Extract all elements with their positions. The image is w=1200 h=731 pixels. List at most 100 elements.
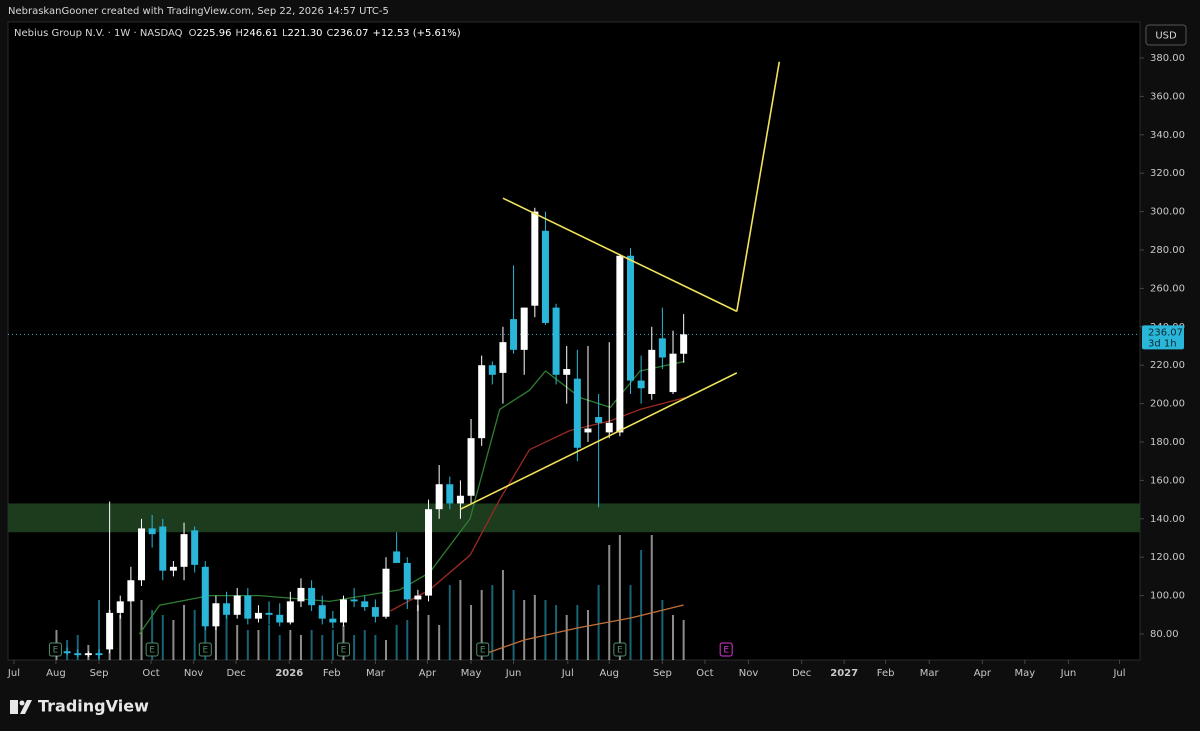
volume-bar — [448, 585, 451, 660]
volume-bar — [640, 550, 643, 660]
candle-body — [244, 595, 252, 619]
earnings-marker — [719, 642, 733, 657]
candle-body — [371, 607, 379, 617]
volume-bar — [151, 610, 154, 660]
candle-body — [297, 587, 305, 602]
earnings-label: E — [480, 646, 486, 656]
candle-body — [382, 568, 390, 617]
candle-body — [552, 307, 560, 375]
legend-key: C — [327, 28, 334, 39]
candle-body — [286, 601, 294, 623]
candle-body — [488, 365, 496, 375]
y-tick-label: 300.00 — [1150, 207, 1185, 218]
trendline — [502, 197, 738, 313]
volume-bar — [565, 615, 568, 660]
x-tick-label: Mar — [366, 668, 386, 679]
legend-value: 221.30 — [288, 28, 323, 39]
candle-body — [138, 528, 146, 581]
candle-body — [350, 599, 358, 602]
x-tick-label: Jul — [7, 668, 20, 679]
x-tick-label: Oct — [696, 668, 713, 679]
volume-bar — [299, 635, 302, 660]
volume-bar — [672, 615, 675, 660]
y-tick-label: 180.00 — [1150, 437, 1185, 448]
volume-bar — [119, 615, 122, 660]
volume-bar — [491, 585, 494, 660]
volume-bar — [629, 585, 632, 660]
earnings-marker — [48, 642, 62, 657]
countdown-label: 3d 1h — [1148, 338, 1177, 349]
earnings-label: E — [53, 646, 59, 656]
candle-body — [148, 528, 156, 535]
volume-bar — [172, 620, 175, 660]
credit: NebraskanGooner created with TradingView… — [8, 6, 389, 17]
volume-ma — [481, 604, 684, 656]
y-tick-label: 220.00 — [1150, 360, 1185, 371]
volume-bar — [501, 570, 504, 660]
x-tick-label: 2026 — [275, 668, 303, 679]
moving-average — [389, 397, 685, 612]
candle-body — [339, 599, 347, 623]
volume-bar — [310, 630, 313, 660]
volume-bar — [193, 610, 196, 660]
earnings-marker — [613, 642, 627, 657]
x-tick-label: Feb — [877, 668, 895, 679]
candle-body — [403, 562, 411, 600]
candle-body — [425, 509, 433, 596]
y-tick-label: 340.00 — [1150, 130, 1185, 141]
support-zone — [8, 503, 1140, 533]
logo-mark — [20, 700, 32, 714]
legend-value: 236.07 — [334, 28, 369, 39]
x-tick-label: Jul — [561, 668, 574, 679]
candle-body — [446, 484, 454, 504]
candle-body — [605, 422, 613, 433]
currency-box[interactable] — [1145, 24, 1187, 46]
logo-mark — [19, 700, 25, 706]
volume-bar — [661, 600, 664, 660]
candle-body — [456, 495, 464, 504]
candle-body — [616, 255, 624, 433]
plot-area — [7, 21, 1141, 661]
legend: Nebius Group N.V. · 1W · NASDAQ O225.96 H2… — [14, 28, 461, 39]
volume-bar — [321, 635, 324, 660]
candle-body — [95, 653, 103, 656]
earnings-marker — [336, 642, 350, 657]
candle-body — [584, 428, 592, 433]
x-tick-label: Nov — [739, 668, 759, 679]
candle-body — [658, 338, 666, 358]
candle-body — [254, 612, 262, 619]
volume-bar — [331, 630, 334, 660]
volume-bar — [183, 605, 186, 660]
earnings-marker — [476, 642, 490, 657]
candle-body — [63, 651, 71, 654]
volume-bar — [278, 635, 281, 660]
candle-body — [467, 438, 475, 496]
volume-bar — [406, 620, 409, 660]
logo-mark — [10, 700, 18, 714]
last-price-label: 236.07 — [1148, 327, 1183, 338]
y-tick-label: 280.00 — [1150, 245, 1185, 256]
candle-body — [116, 601, 124, 613]
currency[interactable]: USD — [1155, 31, 1177, 42]
candle-body — [435, 484, 443, 510]
legend-title: Nebius Group N.V. · 1W · NASDAQ — [14, 28, 183, 39]
candle-body — [127, 580, 135, 602]
x-tick-label: May — [1015, 668, 1036, 679]
x-tick-label: Jun — [505, 668, 522, 679]
y-tick-label: 80.00 — [1150, 629, 1179, 640]
volume-bar — [576, 605, 579, 660]
x-tick-label: Apr — [419, 668, 437, 679]
volume-bar — [544, 600, 547, 660]
candle-body — [265, 612, 273, 615]
earnings-label: E — [723, 646, 729, 656]
candle-body — [74, 653, 82, 656]
x-tick-label: Dec — [226, 668, 245, 679]
volume-bar — [363, 630, 366, 660]
volume-bar — [257, 630, 260, 660]
x-tick-label: Feb — [323, 668, 341, 679]
x-tick-label: Jun — [1060, 668, 1077, 679]
volume-bar — [395, 625, 398, 660]
volume-bar — [523, 600, 526, 660]
y-tick-label: 320.00 — [1150, 168, 1185, 179]
legend-value: 246.61 — [243, 28, 278, 39]
